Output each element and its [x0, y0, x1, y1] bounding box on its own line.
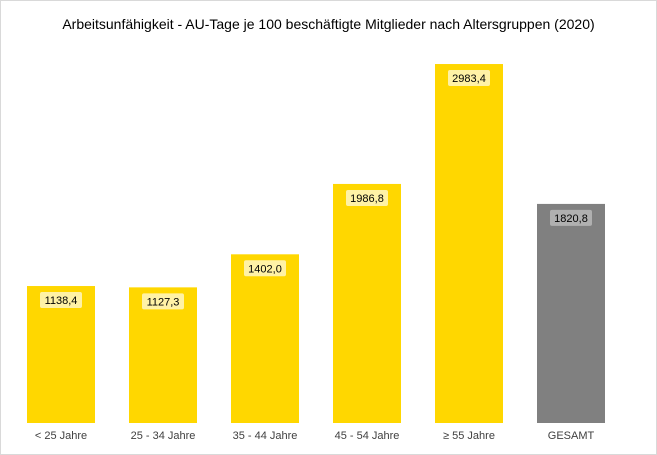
- x-tick-label-3: 45 - 54 Jahre: [335, 430, 400, 442]
- data-label-box-1: [142, 293, 184, 310]
- bar-0: [27, 286, 95, 423]
- chart-title: Arbeitsunfähigkeit - AU-Tage je 100 besc…: [62, 16, 595, 32]
- data-label-3: 1986,8: [350, 193, 384, 205]
- x-tick-label-0: < 25 Jahre: [35, 430, 87, 442]
- data-label-box-4: [448, 70, 490, 87]
- data-label-1: 1127,3: [147, 296, 180, 308]
- data-label-0: 1138,4: [45, 295, 78, 307]
- data-label-box-5: [550, 209, 592, 226]
- data-label-5: 1820,8: [554, 213, 588, 225]
- data-label-2: 1402,0: [248, 263, 282, 275]
- x-tick-label-1: 25 - 34 Jahre: [131, 430, 196, 442]
- data-label-box-0: [40, 292, 82, 309]
- bar-1: [129, 287, 197, 423]
- bar-3: [333, 183, 401, 423]
- x-tick-label-2: 35 - 44 Jahre: [233, 430, 298, 442]
- x-tick-label-4: ≥ 55 Jahre: [443, 430, 495, 442]
- bar-2: [231, 254, 299, 423]
- bar-5: [537, 203, 605, 423]
- x-tick-label-5: GESAMT: [548, 430, 595, 442]
- data-label-box-3: [346, 189, 388, 206]
- data-label-4: 2983,4: [452, 73, 486, 85]
- data-label-box-2: [244, 260, 286, 277]
- bar-4: [435, 64, 503, 424]
